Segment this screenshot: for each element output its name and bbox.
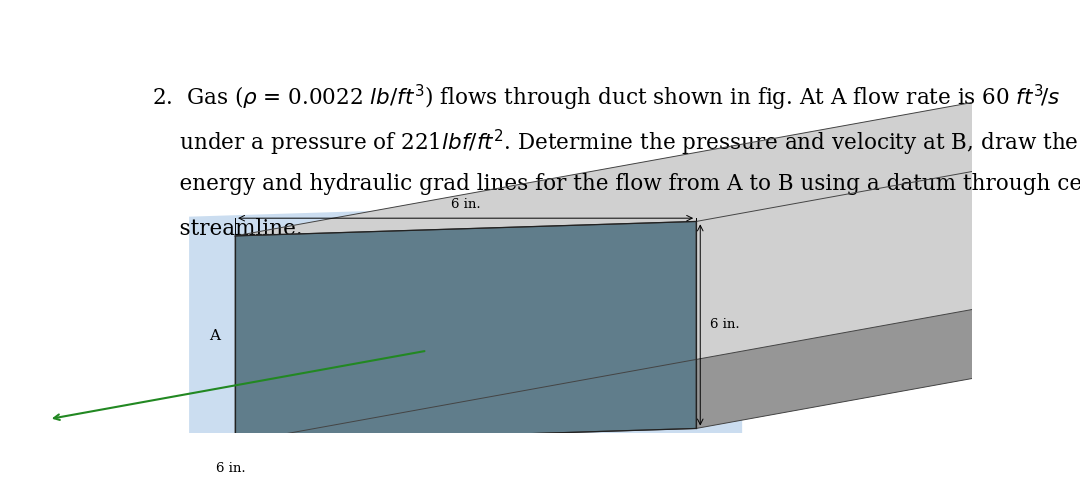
Text: energy and hydraulic grad lines for the flow from A to B using a datum through c: energy and hydraulic grad lines for the …: [151, 173, 1080, 195]
Text: 6 in.: 6 in.: [216, 462, 246, 475]
Polygon shape: [189, 199, 742, 465]
Text: under a pressure of 221$lbf/ft^2$. Determine the pressure and velocity at B, dra: under a pressure of 221$lbf/ft^2$. Deter…: [151, 128, 1078, 158]
Polygon shape: [235, 0, 1080, 236]
Polygon shape: [697, 0, 1080, 429]
Polygon shape: [235, 0, 1080, 443]
Text: 2.  Gas ($\rho$ = 0.0022 $lb/ft^3$) flows through duct shown in fig. At A flow r: 2. Gas ($\rho$ = 0.0022 $lb/ft^3$) flows…: [151, 83, 1059, 113]
Text: 6 in.: 6 in.: [711, 318, 740, 332]
Polygon shape: [235, 0, 1080, 443]
Text: streamline.: streamline.: [151, 218, 302, 240]
Text: 6 in.: 6 in.: [450, 198, 481, 211]
Polygon shape: [235, 222, 697, 443]
Text: A: A: [210, 329, 220, 343]
